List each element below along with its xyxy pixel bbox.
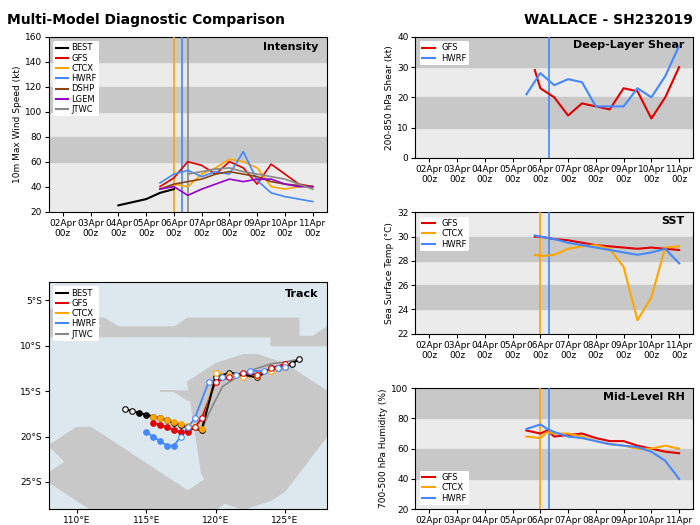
Text: Mid-Level RH: Mid-Level RH <box>603 392 685 402</box>
Legend: BEST, GFS, CTCX, HWRF, DSHP, LGEM, JTWC: BEST, GFS, CTCX, HWRF, DSHP, LGEM, JTWC <box>53 41 99 117</box>
Legend: GFS, CTCX, HWRF: GFS, CTCX, HWRF <box>419 470 469 505</box>
Legend: BEST, GFS, CTCX, HWRF, JTWC: BEST, GFS, CTCX, HWRF, JTWC <box>53 286 99 341</box>
Bar <box>415 97 693 128</box>
Polygon shape <box>49 410 327 525</box>
Legend: GFS, HWRF: GFS, HWRF <box>419 41 469 65</box>
Bar <box>415 37 693 67</box>
Text: WALLACE - SH232019: WALLACE - SH232019 <box>524 13 693 27</box>
Polygon shape <box>188 355 327 509</box>
Bar <box>49 136 327 162</box>
Y-axis label: 200-850 hPa Shear (kt): 200-850 hPa Shear (kt) <box>385 45 394 150</box>
Bar <box>415 449 693 479</box>
Text: Deep-Layer Shear: Deep-Layer Shear <box>573 40 685 50</box>
Legend: GFS, CTCX, HWRF: GFS, CTCX, HWRF <box>419 217 469 251</box>
Bar <box>49 87 327 112</box>
Bar <box>415 388 693 418</box>
Bar <box>415 285 693 309</box>
Y-axis label: 10m Max Wind Speed (kt): 10m Max Wind Speed (kt) <box>13 66 22 183</box>
Polygon shape <box>35 318 299 337</box>
Polygon shape <box>271 328 354 345</box>
Y-axis label: 700-500 hPa Humidity (%): 700-500 hPa Humidity (%) <box>379 389 389 508</box>
Bar <box>49 37 327 62</box>
Text: Intensity: Intensity <box>263 42 318 52</box>
Polygon shape <box>49 309 299 337</box>
Text: SST: SST <box>662 216 685 226</box>
Text: Track: Track <box>285 289 318 299</box>
Bar <box>415 237 693 261</box>
Y-axis label: Sea Surface Temp (°C): Sea Surface Temp (°C) <box>385 222 394 324</box>
Polygon shape <box>49 427 230 525</box>
Polygon shape <box>160 373 257 410</box>
Text: Multi-Model Diagnostic Comparison: Multi-Model Diagnostic Comparison <box>7 13 285 27</box>
